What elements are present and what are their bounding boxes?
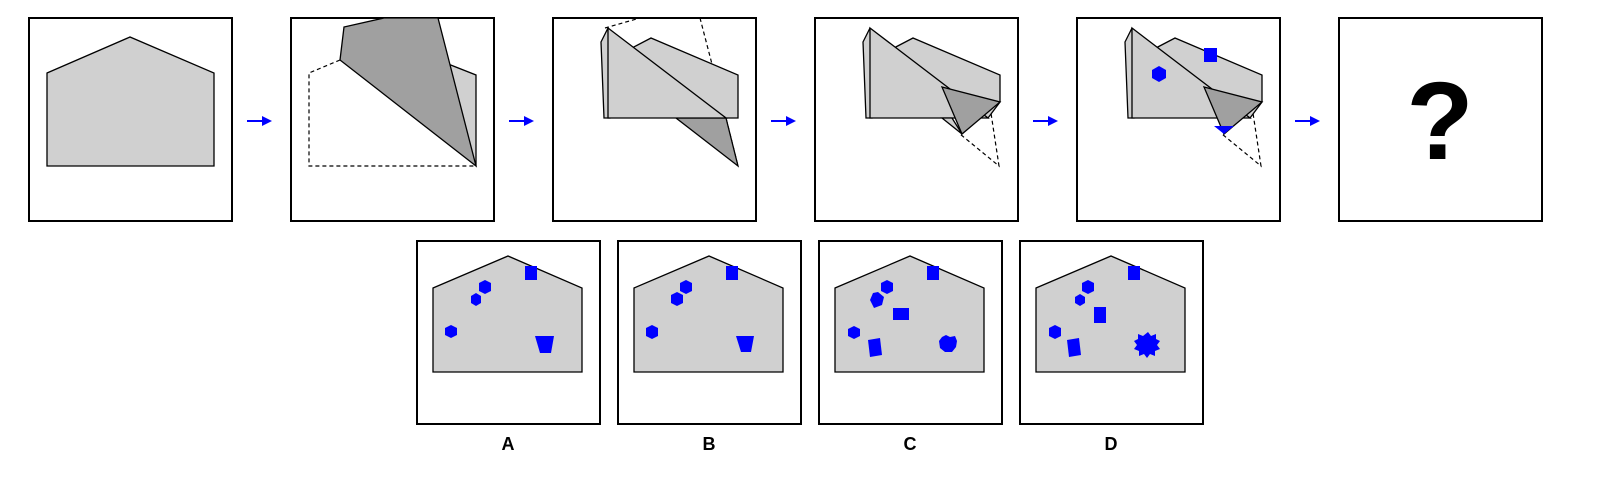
- hexagon-hole-icon: [881, 280, 893, 294]
- step-panel-2: [290, 17, 495, 222]
- folded-flap: [940, 117, 963, 135]
- square-hole-icon: [1128, 266, 1140, 280]
- option-c[interactable]: [818, 240, 1003, 425]
- option-a[interactable]: [416, 240, 601, 425]
- option-label-d: D: [1105, 434, 1118, 454]
- hexagon-hole-icon: [848, 326, 860, 339]
- hexagon-hole-icon: [479, 280, 491, 294]
- folded-flap: [1202, 86, 1264, 136]
- option-label-c: C: [904, 434, 917, 454]
- irregular-hole-icon: [736, 336, 754, 352]
- question-mark: ?: [1406, 60, 1473, 183]
- hexagon-hole-icon: [671, 292, 683, 306]
- step-panel-5: [1076, 17, 1281, 222]
- hexagon-hole-icon: [1082, 280, 1094, 294]
- square-hole-icon: [1204, 48, 1217, 62]
- step-panel-4: [814, 17, 1019, 222]
- arrow-right-icon: [509, 116, 534, 126]
- triangle-hole-icon: [1214, 126, 1234, 134]
- square-hole-icon: [726, 266, 738, 280]
- starburst-hole-icon: [1134, 332, 1160, 358]
- panel-frame: [1338, 17, 1543, 222]
- arrow-right-icon: [771, 116, 796, 126]
- fold-ghost-outline: [1221, 99, 1262, 168]
- option-label-a: A: [502, 434, 515, 454]
- rectangle-hole-icon: [868, 338, 882, 357]
- folded-flap: [339, 17, 478, 168]
- paper-sheet: [46, 36, 215, 167]
- arrow-right-icon: [247, 116, 272, 126]
- hexagon-hole-icon: [680, 280, 692, 294]
- step-panel-6: ?: [1338, 17, 1543, 222]
- square-hole-icon: [927, 266, 939, 280]
- arrow-right-icon: [1295, 116, 1320, 126]
- rectangle-hole-icon: [1067, 338, 1081, 357]
- hexagon-hole-icon: [471, 293, 481, 306]
- step-panel-1: [28, 17, 233, 222]
- step-panel-3: [552, 17, 757, 222]
- hexagon-hole-icon: [1049, 325, 1061, 339]
- folded-flap: [607, 26, 728, 119]
- hexagon-hole-icon: [870, 292, 884, 308]
- hexagon-hole-icon: [1152, 66, 1166, 82]
- hexagon-hole-icon: [445, 325, 457, 338]
- hexagon-hole-icon: [1075, 294, 1085, 306]
- starburst-hole-icon: [939, 335, 957, 352]
- option-d[interactable]: [1019, 240, 1204, 425]
- rectangle-hole-icon: [1094, 307, 1106, 323]
- folded-flap: [940, 86, 1002, 136]
- fold-ghost-outline: [308, 59, 476, 167]
- option-label-b: B: [703, 434, 716, 454]
- square-hole-icon: [525, 266, 537, 280]
- fold-ghost-outline: [959, 99, 1000, 168]
- rectangle-hole-icon: [893, 308, 909, 320]
- arrow-right-icon: [1033, 116, 1058, 126]
- hexagon-hole-icon: [646, 325, 658, 339]
- fold-ghost-outline: [604, 17, 641, 29]
- option-b[interactable]: [617, 240, 802, 425]
- irregular-hole-icon: [535, 336, 554, 353]
